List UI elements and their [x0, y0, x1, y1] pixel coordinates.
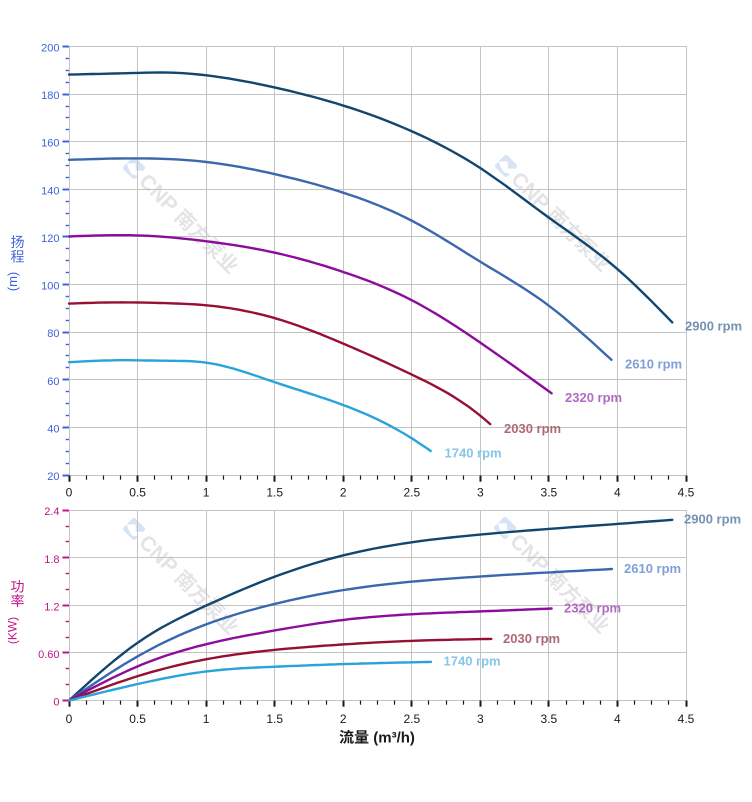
- svg-text:1.2: 1.2: [44, 601, 59, 613]
- svg-text:160: 160: [41, 138, 59, 150]
- svg-text:2: 2: [340, 486, 347, 500]
- svg-text:(m³/h): (m³/h): [369, 730, 415, 747]
- svg-text:2030 rpm: 2030 rpm: [504, 421, 561, 436]
- svg-text:2900 rpm: 2900 rpm: [684, 512, 741, 527]
- svg-text:(KW): (KW): [6, 617, 20, 644]
- svg-text:2610 rpm: 2610 rpm: [625, 357, 682, 372]
- svg-text:4: 4: [614, 712, 621, 726]
- svg-text:2900 rpm: 2900 rpm: [685, 319, 742, 334]
- svg-text:100: 100: [41, 281, 59, 293]
- svg-text:2.4: 2.4: [44, 506, 59, 518]
- svg-text:1.5: 1.5: [266, 712, 283, 726]
- svg-text:0: 0: [66, 712, 73, 726]
- svg-text:2320 rpm: 2320 rpm: [565, 390, 622, 405]
- svg-text:140: 140: [41, 185, 59, 197]
- svg-text:2: 2: [340, 712, 347, 726]
- svg-text:20: 20: [47, 471, 59, 483]
- svg-text:3: 3: [477, 712, 484, 726]
- svg-text:1740 rpm: 1740 rpm: [444, 654, 501, 669]
- svg-text:4: 4: [614, 486, 621, 500]
- svg-text:80: 80: [47, 328, 59, 340]
- svg-text:(m): (m): [5, 272, 20, 292]
- svg-text:0.5: 0.5: [129, 486, 146, 500]
- svg-text:1: 1: [203, 712, 210, 726]
- svg-text:4.5: 4.5: [678, 712, 695, 726]
- svg-text:1.8: 1.8: [44, 554, 59, 566]
- svg-text:2.5: 2.5: [403, 486, 420, 500]
- svg-text:120: 120: [41, 233, 59, 245]
- svg-text:180: 180: [41, 90, 59, 102]
- svg-text:40: 40: [47, 423, 59, 435]
- svg-text:0.60: 0.60: [38, 649, 59, 661]
- svg-text:1740 rpm: 1740 rpm: [445, 446, 502, 461]
- svg-text:0.5: 0.5: [129, 712, 146, 726]
- svg-text:1.5: 1.5: [266, 486, 283, 500]
- svg-text:3.5: 3.5: [541, 486, 558, 500]
- svg-text:2610 rpm: 2610 rpm: [624, 561, 681, 576]
- svg-text:60: 60: [47, 376, 59, 388]
- svg-text:2320 rpm: 2320 rpm: [564, 601, 621, 616]
- svg-text:0: 0: [53, 697, 59, 709]
- svg-text:0: 0: [66, 486, 73, 500]
- svg-text:2.5: 2.5: [403, 712, 420, 726]
- svg-text:200: 200: [41, 43, 59, 55]
- svg-text:3.5: 3.5: [541, 712, 558, 726]
- svg-text:2030 rpm: 2030 rpm: [503, 631, 560, 646]
- svg-text:1: 1: [203, 486, 210, 500]
- svg-text:4.5: 4.5: [678, 486, 695, 500]
- svg-text:3: 3: [477, 486, 484, 500]
